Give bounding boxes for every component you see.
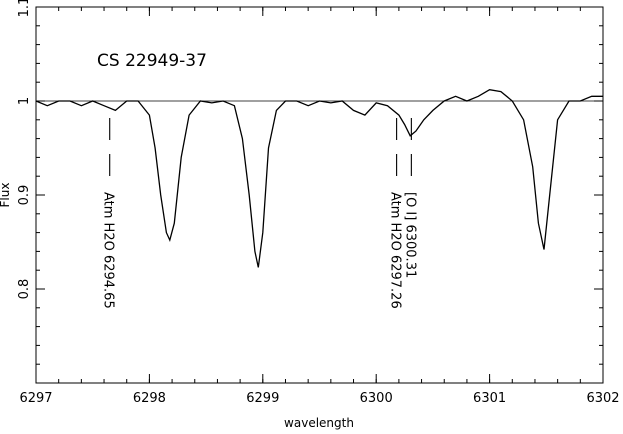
x-tick-label: 6300 <box>360 391 393 406</box>
annotation-label: Atm H2O 6294.65 <box>101 192 116 309</box>
star-title: CS 22949-37 <box>97 51 207 71</box>
x-axis: 6297 6298 6299 6300 6301 6302 <box>19 7 620 406</box>
x-tick-label: 6299 <box>246 391 279 406</box>
x-tick-label: 6302 <box>586 391 619 406</box>
x-tick-label: 6297 <box>19 391 52 406</box>
y-tick-label: 1 <box>17 97 32 105</box>
y-axis-title: Flux <box>0 183 12 208</box>
x-tick-label: 6298 <box>133 391 166 406</box>
x-tick-label: 6301 <box>473 391 506 406</box>
y-tick-label: 0.9 <box>17 185 32 206</box>
y-tick-label: 0.8 <box>17 279 32 300</box>
annotation-label: Atm H2O 6297.26 <box>388 192 403 309</box>
annotation-label: [O I] 6300.31 <box>402 192 417 278</box>
spectrum-line <box>35 89 603 268</box>
y-axis: 0.8 0.9 1 1.1 <box>17 0 603 384</box>
line-annotations: Atm H2O 6294.65 Atm H2O 6297.26 [O I] 6300… <box>101 118 417 309</box>
y-tick-label: 1.1 <box>17 0 32 17</box>
x-axis-title: wavelength <box>284 416 354 430</box>
